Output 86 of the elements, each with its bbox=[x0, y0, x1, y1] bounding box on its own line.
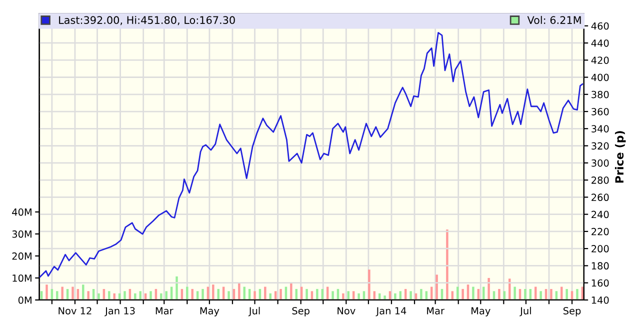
bar bbox=[290, 282, 292, 300]
y2-tick-label: 380 bbox=[592, 90, 609, 98]
x-tick-label: Jan 13 bbox=[104, 307, 135, 316]
x-tick-label: Sep bbox=[564, 307, 581, 316]
bar bbox=[228, 291, 230, 300]
y2-tick-label: 280 bbox=[592, 176, 609, 184]
x-tick-label: May bbox=[472, 307, 490, 316]
bar bbox=[384, 296, 386, 300]
y2-tick-label: 320 bbox=[592, 142, 609, 150]
bar bbox=[134, 293, 136, 300]
bar bbox=[306, 288, 308, 300]
bar bbox=[264, 286, 266, 300]
bar bbox=[472, 286, 474, 300]
bar bbox=[212, 284, 214, 300]
bar bbox=[254, 291, 256, 300]
y2-tick-label: 400 bbox=[591, 74, 609, 82]
x-tick-label: Mar bbox=[427, 307, 444, 314]
bar bbox=[550, 288, 552, 300]
bar bbox=[514, 286, 516, 300]
bar bbox=[368, 270, 370, 300]
bar bbox=[82, 284, 84, 300]
bar bbox=[576, 288, 578, 300]
y2-tick-label: 360 bbox=[592, 108, 609, 116]
y2-tick-label: 440 bbox=[591, 39, 609, 47]
y2-tick-label: 260 bbox=[592, 194, 609, 202]
x-tick-label: Sep bbox=[292, 307, 310, 316]
y-tick-label: 30M bbox=[12, 230, 32, 238]
x-tick-label: Jul bbox=[248, 306, 260, 316]
y2-tick-label: 340 bbox=[592, 125, 609, 132]
y-tick-label: 40M bbox=[12, 208, 32, 216]
x-tick-label: Mar bbox=[156, 307, 174, 314]
x-tick-label: May bbox=[200, 307, 220, 316]
x-tick-label: Jul bbox=[520, 306, 531, 316]
bar bbox=[540, 291, 542, 300]
bar bbox=[446, 230, 448, 300]
bar bbox=[108, 291, 110, 300]
legend-label: Vol: 6.21M bbox=[527, 16, 581, 24]
y2-tick-label: 180 bbox=[592, 262, 609, 270]
bar bbox=[72, 286, 74, 300]
bar bbox=[87, 291, 90, 300]
x-tick-label: Jan 14 bbox=[376, 307, 406, 316]
y2-tick-label: 160 bbox=[592, 279, 609, 287]
y2-tick-label: 460 bbox=[591, 22, 609, 30]
bar bbox=[150, 291, 152, 300]
bar bbox=[420, 288, 422, 300]
y2-tick-label: 300 bbox=[592, 159, 609, 167]
bar bbox=[139, 291, 142, 300]
bar bbox=[61, 286, 64, 300]
bar bbox=[410, 291, 412, 300]
line-series bbox=[39, 32, 584, 278]
bar bbox=[358, 293, 360, 300]
bar bbox=[524, 288, 526, 300]
bar bbox=[394, 293, 396, 300]
bar bbox=[165, 291, 168, 300]
bar bbox=[191, 288, 194, 300]
y2-tick-label: 140 bbox=[592, 296, 609, 304]
bar bbox=[124, 291, 126, 300]
bar bbox=[160, 293, 162, 300]
y-tick-label: 0M bbox=[18, 296, 32, 304]
bar bbox=[488, 278, 490, 300]
bar bbox=[280, 288, 282, 300]
bar bbox=[238, 282, 240, 300]
bar bbox=[186, 286, 188, 300]
y-tick-label: 10M bbox=[12, 274, 32, 282]
y2-axis-title: Price (p) bbox=[614, 131, 626, 183]
bar bbox=[566, 288, 568, 300]
y2-tick-label: 220 bbox=[592, 228, 609, 236]
bar bbox=[46, 284, 48, 300]
bar bbox=[436, 274, 438, 300]
bar bbox=[202, 288, 204, 300]
y-tick-label: 20M bbox=[12, 252, 32, 260]
bar bbox=[498, 288, 500, 300]
x-tick-label: Nov 12 bbox=[58, 307, 92, 314]
x-tick-label: Nov bbox=[338, 307, 356, 314]
bar bbox=[56, 291, 58, 300]
bar bbox=[332, 291, 334, 300]
bar bbox=[342, 293, 344, 300]
y2-tick-label: 420 bbox=[591, 56, 609, 64]
y2-tick-label: 200 bbox=[592, 245, 609, 252]
bar bbox=[113, 293, 116, 300]
bar bbox=[176, 276, 178, 300]
bar bbox=[316, 288, 318, 300]
bar bbox=[462, 288, 464, 300]
y2-tick-label: 240 bbox=[592, 210, 609, 218]
bar bbox=[98, 293, 100, 300]
legend-label: Last:392.00, Hi:451.80, Lo:167.30 bbox=[59, 16, 235, 26]
